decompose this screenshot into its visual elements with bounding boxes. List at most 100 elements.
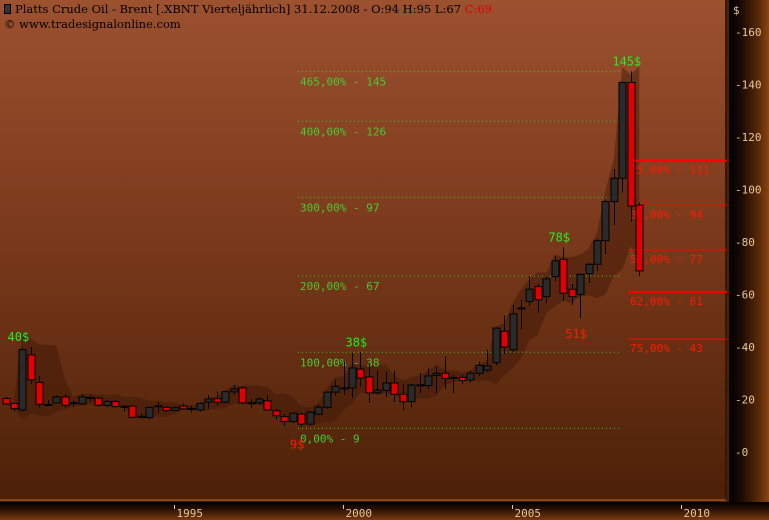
candle — [111, 400, 120, 408]
y-tick-label: -120 — [735, 131, 762, 144]
candle — [542, 276, 551, 303]
candle-body — [585, 263, 594, 274]
candle — [213, 391, 222, 406]
candle — [441, 356, 450, 389]
candle-body — [204, 398, 213, 403]
candle-body — [137, 415, 146, 418]
candle — [263, 395, 272, 411]
candle — [568, 284, 577, 305]
candle — [432, 366, 441, 393]
price-annotation: 9$ — [290, 437, 304, 451]
candle-body — [272, 410, 281, 417]
candle — [306, 411, 315, 426]
candle — [466, 370, 475, 383]
candle — [35, 375, 44, 408]
candle-body — [475, 364, 484, 374]
candle — [128, 405, 137, 418]
candle — [289, 412, 298, 424]
candles — [2, 71, 644, 428]
candle — [610, 169, 619, 225]
candle-body — [559, 258, 568, 294]
time-axis[interactable] — [0, 502, 769, 520]
price-annotation: 38$ — [346, 335, 368, 349]
candle-body — [492, 327, 501, 364]
candle-body — [297, 413, 306, 425]
fib-retracement-label: 62,00% - 61 — [630, 295, 703, 308]
candle-body — [390, 382, 399, 395]
candle-body — [255, 398, 264, 404]
volatility-band — [5, 65, 640, 424]
y-axis-labels: $ -160 -140 -120 -100 -80 -60 -40 -20 -0 — [733, 4, 762, 459]
candle — [44, 400, 53, 407]
candle-body — [323, 391, 332, 408]
candle — [500, 315, 509, 355]
candle — [618, 81, 627, 193]
candle — [576, 273, 585, 319]
x-tick-label: 2010 — [684, 507, 711, 520]
candle — [382, 371, 391, 397]
chart-header: Platts Crude Oil - Brent [.XBNT Viertelj… — [4, 2, 492, 32]
candle — [475, 361, 484, 376]
y-tick-label: -160 — [735, 26, 762, 39]
candle-body — [509, 313, 518, 351]
fib-retracement-label: 25,00% - 111 — [630, 164, 709, 177]
candle — [61, 394, 70, 408]
y-tick-label: -20 — [735, 394, 755, 407]
candle-body — [187, 407, 196, 410]
candle — [27, 347, 36, 384]
fib-retracement-label: 75,00% - 43 — [630, 342, 703, 355]
candle-body — [627, 81, 636, 207]
candle — [2, 396, 11, 405]
candle-body — [314, 406, 323, 415]
candle-body — [171, 407, 180, 412]
candle — [154, 402, 163, 413]
candle — [297, 412, 306, 428]
candle-body — [44, 403, 53, 406]
candle-body — [576, 273, 585, 296]
close-value: C:69 — [464, 2, 492, 16]
candle-body — [441, 372, 450, 379]
candle-body — [331, 385, 340, 393]
candle — [593, 239, 602, 271]
candle — [399, 383, 408, 410]
candle-body — [348, 367, 357, 389]
candle — [348, 353, 357, 398]
candle — [373, 370, 382, 395]
candle-body — [618, 81, 627, 179]
candle-body — [35, 381, 44, 405]
candle-body — [356, 368, 365, 379]
candle-body — [365, 376, 374, 394]
candle — [78, 394, 87, 405]
candle-body — [610, 177, 619, 203]
candle-body — [263, 400, 272, 411]
candle-body — [2, 397, 11, 405]
candle — [416, 373, 425, 393]
candle — [204, 395, 213, 409]
candle — [356, 352, 365, 387]
fib-extension-label: 0,00% - 9 — [300, 432, 360, 445]
candle — [187, 406, 196, 413]
candle — [492, 327, 501, 366]
candle-body — [449, 376, 458, 379]
candle-body — [103, 400, 112, 407]
fib-retracement-label: 50,00% - 77 — [630, 253, 703, 266]
candle — [585, 263, 594, 283]
candle-body — [61, 396, 70, 406]
candle-body — [18, 349, 27, 411]
candle-body — [162, 406, 171, 412]
price-annotation: 40$ — [8, 330, 30, 344]
fib-extension-label: 300,00% - 97 — [300, 201, 379, 214]
candle — [171, 406, 180, 412]
candle-body — [458, 376, 467, 382]
candle — [238, 386, 247, 405]
y-tick-label: -140 — [735, 79, 762, 92]
y-tick-label: -40 — [735, 341, 755, 354]
price-axis[interactable] — [729, 0, 769, 502]
candle-body — [120, 405, 129, 408]
candle — [86, 395, 95, 403]
candle — [365, 365, 374, 403]
candle-body — [466, 372, 475, 381]
candle-body — [69, 402, 78, 405]
fib-retracement-label: 38,00% - 94 — [630, 208, 703, 221]
